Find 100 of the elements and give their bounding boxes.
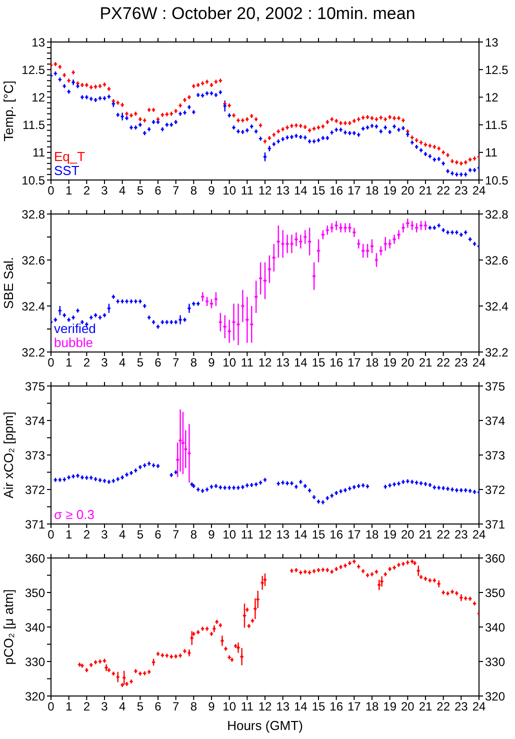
text: Eq_T [54,149,86,164]
x-tick-label: 3 [101,184,108,198]
x-tick-label: 15 [312,700,326,714]
x-tick-label: 2 [83,184,90,198]
x-tick-label: 18 [365,700,379,714]
x-tick-label: 22 [436,184,450,198]
y-axis-title: Air xCO₂ [ppm] [1,412,16,498]
x-tick-label: 14 [294,356,308,370]
x-tick-label: 14 [294,184,308,198]
y2-tick-label: 374 [485,414,506,428]
x-tick-label: 9 [208,356,216,370]
x-tick-label: 22 [436,356,450,370]
x-tick-label: 21 [418,528,432,542]
x-tick-label: 11 [240,184,254,198]
x-tick-label: 13 [276,356,290,370]
y2-tick-label: 32.2 [485,345,509,360]
y2-tick-label: 373 [485,448,506,462]
x-tick-label: 13 [276,528,290,542]
x-tick-label: 5 [136,700,144,714]
y-tick-label: 32.8 [22,207,46,222]
y2-tick-label: 12 [485,90,499,104]
x-tick-label: 16 [330,356,344,370]
x-tick-label: 14 [294,528,308,542]
x-tick-label: 0 [48,528,55,542]
x-tick-label: 23 [454,700,468,714]
x-tick-label: 10 [222,184,236,198]
x-tick-label: 1 [65,528,72,542]
x-tick-label: 24 [472,184,486,198]
x-tick-label: 17 [347,528,362,542]
x-tick-label: 6 [154,184,162,198]
x-tick-label: 22 [436,528,450,542]
x-tick-label: 7 [172,700,180,714]
x-tick-label: 11 [240,528,254,542]
chart-title: PX76W : October 20, 2002 : 10min. mean [98,3,416,25]
y2-tick-label: 32.4 [485,299,509,314]
y2-tick-label: 372 [485,482,506,497]
x-tick-label: 23 [454,356,468,370]
x-tick-label: 19 [383,700,397,714]
x-tick-label: 18 [365,528,379,542]
x-tick-label: 10 [222,700,236,714]
x-tick-label: 8 [190,356,198,370]
y-tick-label: 375 [24,379,46,394]
y2-tick-label: 350 [485,586,506,600]
x-tick-label: 20 [400,184,415,198]
x-tick-label: 5 [136,356,144,370]
y-tick-label: 32.4 [22,299,46,314]
x-tick-label: 7 [172,528,180,542]
y-tick-label: 373 [24,448,46,462]
x-tick-label: 15 [312,356,326,370]
x-tick-label: 24 [472,528,486,542]
x-tick-label: 18 [365,184,379,198]
y2-tick-label: 330 [485,654,506,669]
y2-tick-label: 11 [485,146,498,160]
y-tick-label: 11.5 [22,118,46,132]
x-tick-label: 6 [154,356,162,370]
y-tick-label: 350 [24,586,46,600]
x-tick-label: 8 [190,528,198,542]
x-tick-label: 7 [172,356,180,370]
x-tick-label: 20 [400,700,415,714]
x-tick-label: 23 [454,528,468,542]
x-tick-label: 5 [136,184,144,198]
x-tick-label: 9 [208,528,216,542]
x-tick-label: 12 [258,356,272,370]
y2-tick-label: 375 [485,379,506,394]
x-tick-label: 6 [154,700,162,714]
x-tick-label: 12 [258,700,272,714]
y-tick-label: 320 [24,689,46,704]
x-tick-label: 18 [365,356,379,370]
x-tick-label: 4 [118,184,126,198]
x-tick-label: 5 [136,528,144,542]
x-tick-label: 6 [154,528,162,542]
x-tick-label: 0 [48,184,55,198]
y2-tick-label: 32.6 [485,253,509,268]
x-tick-label: 0 [48,356,55,370]
y2-tick-label: 32.8 [485,207,509,222]
x-tick-label: 19 [383,356,397,370]
x-tick-label: 21 [418,700,432,714]
y2-tick-label: 340 [485,620,506,634]
x-tick-label: 10 [222,356,236,370]
x-tick-label: 24 [472,356,486,370]
y-tick-label: 10.5 [22,173,46,188]
x-tick-label: 16 [330,184,344,198]
x-tick-label: 16 [330,700,344,714]
x-tick-label: 3 [101,528,108,542]
x-tick-label: 10 [222,528,236,542]
y-tick-label: 11 [32,146,46,160]
x-tick-label: 15 [312,184,326,198]
y-tick-label: 340 [24,620,46,634]
y2-tick-label: 11.5 [485,118,508,132]
point [182,317,187,322]
x-tick-label: 8 [190,184,198,198]
y2-tick-label: 12.5 [485,62,509,77]
series-label: verified [54,321,96,336]
y-axis-title: Temp. [°C] [1,80,16,142]
x-tick-label: 14 [294,700,308,714]
x-tick-label: 1 [65,356,72,370]
x-tick-label: 4 [118,700,126,714]
x-tick-label: 3 [101,700,108,714]
y-tick-label: 330 [24,654,46,669]
x-tick-label: 20 [400,528,415,542]
